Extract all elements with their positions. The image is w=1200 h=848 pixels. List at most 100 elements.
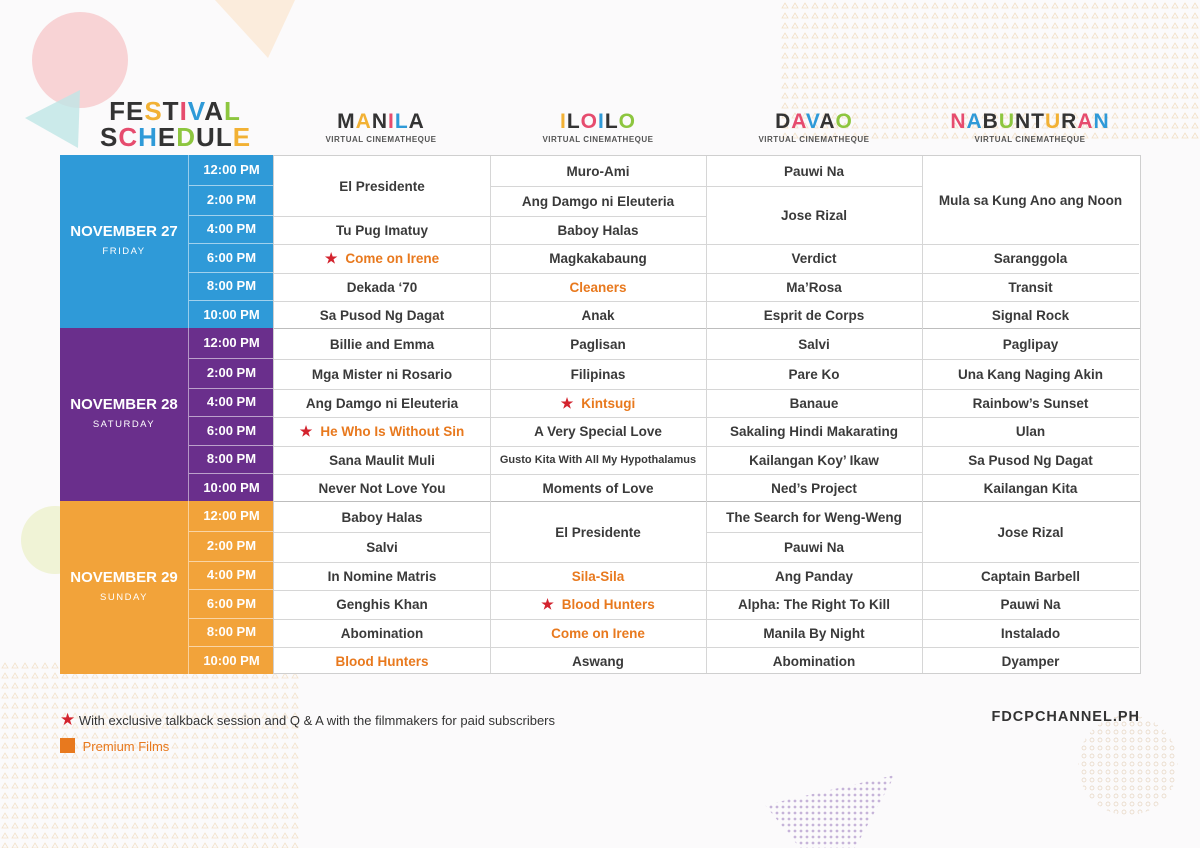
film-entry[interactable]: Aswang	[490, 647, 706, 676]
film-entry[interactable]: Dekada ‘70	[274, 273, 490, 301]
film-entry[interactable]: Cleaners	[490, 273, 706, 301]
film-entry[interactable]: ★ Blood Hunters	[490, 590, 706, 619]
film-entry[interactable]: El Presidente	[274, 156, 490, 216]
time-column: 12:00 PM 2:00 PM 4:00 PM 6:00 PM 8:00 PM 10:0…	[188, 328, 274, 501]
film-entry[interactable]: Instalado	[922, 619, 1139, 647]
time-column: 12:00 PM 2:00 PM 4:00 PM 6:00 PM 8:00 PM 10:0…	[188, 155, 274, 328]
film-entry[interactable]: Come on Irene	[490, 619, 706, 647]
website-link[interactable]: FDCPCHANNEL.PH	[991, 709, 1140, 725]
schedule-table: El Presidente Tu Pug Imatuy ★ Come on Irene…	[273, 155, 1141, 674]
film-entry[interactable]: Ang Panday	[706, 562, 922, 590]
film-entry[interactable]: Sana Maulit Muli	[274, 446, 490, 474]
film-entry[interactable]: Pauwi Na	[706, 156, 922, 186]
day-weekday: SUNDAY	[100, 592, 148, 603]
film-entry[interactable]: Salvi	[706, 329, 922, 359]
patterned-circle-deco	[1078, 715, 1178, 815]
film-title: Saranggola	[993, 251, 1068, 266]
film-entry[interactable]: Dyamper	[922, 647, 1139, 676]
film-entry[interactable]: The Search for Weng-Weng	[706, 502, 922, 532]
film-entry[interactable]: Baboy Halas	[274, 502, 490, 532]
film-entry[interactable]: Filipinas	[490, 359, 706, 389]
film-entry[interactable]: Abomination	[274, 619, 490, 647]
film-title: Filipinas	[570, 366, 626, 382]
film-entry[interactable]: Kailangan Koy’ Ikaw	[706, 446, 922, 474]
film-entry[interactable]: Gusto Kita With All My Hypothalamus	[490, 446, 706, 474]
time-slot: 12:00 PM	[203, 508, 260, 523]
film-title: Never Not Love You	[318, 481, 446, 496]
film-title: Abomination	[772, 654, 856, 669]
film-title: Baboy Halas	[341, 509, 423, 525]
time-slot: 8:00 PM	[206, 624, 257, 639]
film-title: Una Kang Naging Akin	[957, 366, 1103, 382]
film-entry[interactable]: Ned’s Project	[706, 474, 922, 503]
time-slot: 4:00 PM	[206, 394, 257, 409]
film-entry[interactable]: Pauwi Na	[706, 532, 922, 562]
film-entry[interactable]: ★ Kintsugi	[490, 389, 706, 417]
film-entry[interactable]: Signal Rock	[922, 301, 1139, 330]
day-weekday: FRIDAY	[102, 246, 146, 257]
film-title: Abomination	[340, 625, 424, 641]
film-entry[interactable]: Genghis Khan	[274, 590, 490, 619]
film-entry[interactable]: Ulan	[922, 417, 1139, 446]
film-title: Magkakabaung	[549, 251, 647, 266]
film-title: In Nomine Matris	[327, 568, 437, 584]
film-title: Ma’Rosa	[786, 279, 842, 295]
film-entry[interactable]: Captain Barbell	[922, 562, 1139, 590]
title-line-1: FESTIVAL	[109, 96, 241, 126]
film-entry[interactable]: Anak	[490, 301, 706, 330]
film-entry[interactable]: Alpha: The Right To Kill	[706, 590, 922, 619]
film-title: Dyamper	[1001, 654, 1060, 669]
film-entry[interactable]: Tu Pug Imatuy	[274, 216, 490, 244]
film-entry[interactable]: Moments of Love	[490, 474, 706, 503]
film-entry[interactable]: Jose Rizal	[706, 186, 922, 244]
film-entry[interactable]: Rainbow’s Sunset	[922, 389, 1139, 417]
film-entry[interactable]: Blood Hunters	[274, 647, 490, 676]
film-entry[interactable]: Esprit de Corps	[706, 301, 922, 330]
film-entry[interactable]: Sa Pusod Ng Dagat	[274, 301, 490, 330]
film-entry[interactable]: Verdict	[706, 244, 922, 273]
film-entry[interactable]: Sakaling Hindi Makarating	[706, 417, 922, 446]
film-entry[interactable]: Pauwi Na	[922, 590, 1139, 619]
star-icon: ★	[324, 250, 338, 266]
legend-premium-text: Premium Films	[82, 739, 170, 754]
time-slot: 2:00 PM	[206, 192, 257, 207]
film-title: Alpha: The Right To Kill	[738, 597, 890, 612]
film-entry[interactable]: Magkakabaung	[490, 244, 706, 273]
time-slot: 6:00 PM	[206, 250, 257, 265]
film-entry[interactable]: Paglipay	[922, 329, 1139, 359]
film-entry[interactable]: Manila By Night	[706, 619, 922, 647]
film-entry[interactable]: Ang Damgo ni Eleuteria	[490, 186, 706, 216]
film-entry[interactable]: Salvi	[274, 532, 490, 562]
film-entry[interactable]: Transit	[922, 273, 1139, 301]
film-entry[interactable]: Never Not Love You	[274, 474, 490, 503]
film-entry[interactable]: A Very Special Love	[490, 417, 706, 446]
film-entry[interactable]: Paglisan	[490, 329, 706, 359]
film-title: Sana Maulit Muli	[329, 452, 435, 468]
film-entry[interactable]: Jose Rizal	[922, 502, 1139, 562]
day-date: NOVEMBER 28	[70, 396, 178, 413]
film-entry[interactable]: Banaue	[706, 389, 922, 417]
film-entry[interactable]: Ang Damgo ni Eleuteria	[274, 389, 490, 417]
film-entry[interactable]: Una Kang Naging Akin	[922, 359, 1139, 389]
city-subtitle: VIRTUAL CINEMATHEQUE	[325, 135, 437, 144]
film-entry[interactable]: El Presidente	[490, 502, 706, 562]
film-entry[interactable]: In Nomine Matris	[274, 562, 490, 590]
film-entry[interactable]: Pare Ko	[706, 359, 922, 389]
film-title: He Who Is Without Sin	[320, 424, 465, 439]
film-entry[interactable]: Mga Mister ni Rosario	[274, 359, 490, 389]
film-entry[interactable]: Kailangan Kita	[922, 474, 1139, 503]
film-entry[interactable]: Muro-Ami	[490, 156, 706, 186]
film-entry[interactable]: Sa Pusod Ng Dagat	[922, 446, 1139, 474]
film-entry[interactable]: Billie and Emma	[274, 329, 490, 359]
film-entry[interactable]: Abomination	[706, 647, 922, 676]
film-title: Cleaners	[569, 279, 627, 295]
film-entry[interactable]: Baboy Halas	[490, 216, 706, 244]
film-title: Blood Hunters	[561, 597, 655, 612]
film-entry[interactable]: ★ Come on Irene	[274, 244, 490, 273]
film-entry[interactable]: Saranggola	[922, 244, 1139, 273]
film-entry[interactable]: Ma’Rosa	[706, 273, 922, 301]
film-entry[interactable]: ★ He Who Is Without Sin	[274, 417, 490, 446]
film-entry[interactable]: Mula sa Kung Ano ang Noon	[922, 156, 1139, 244]
film-entry[interactable]: Sila-Sila	[490, 562, 706, 590]
